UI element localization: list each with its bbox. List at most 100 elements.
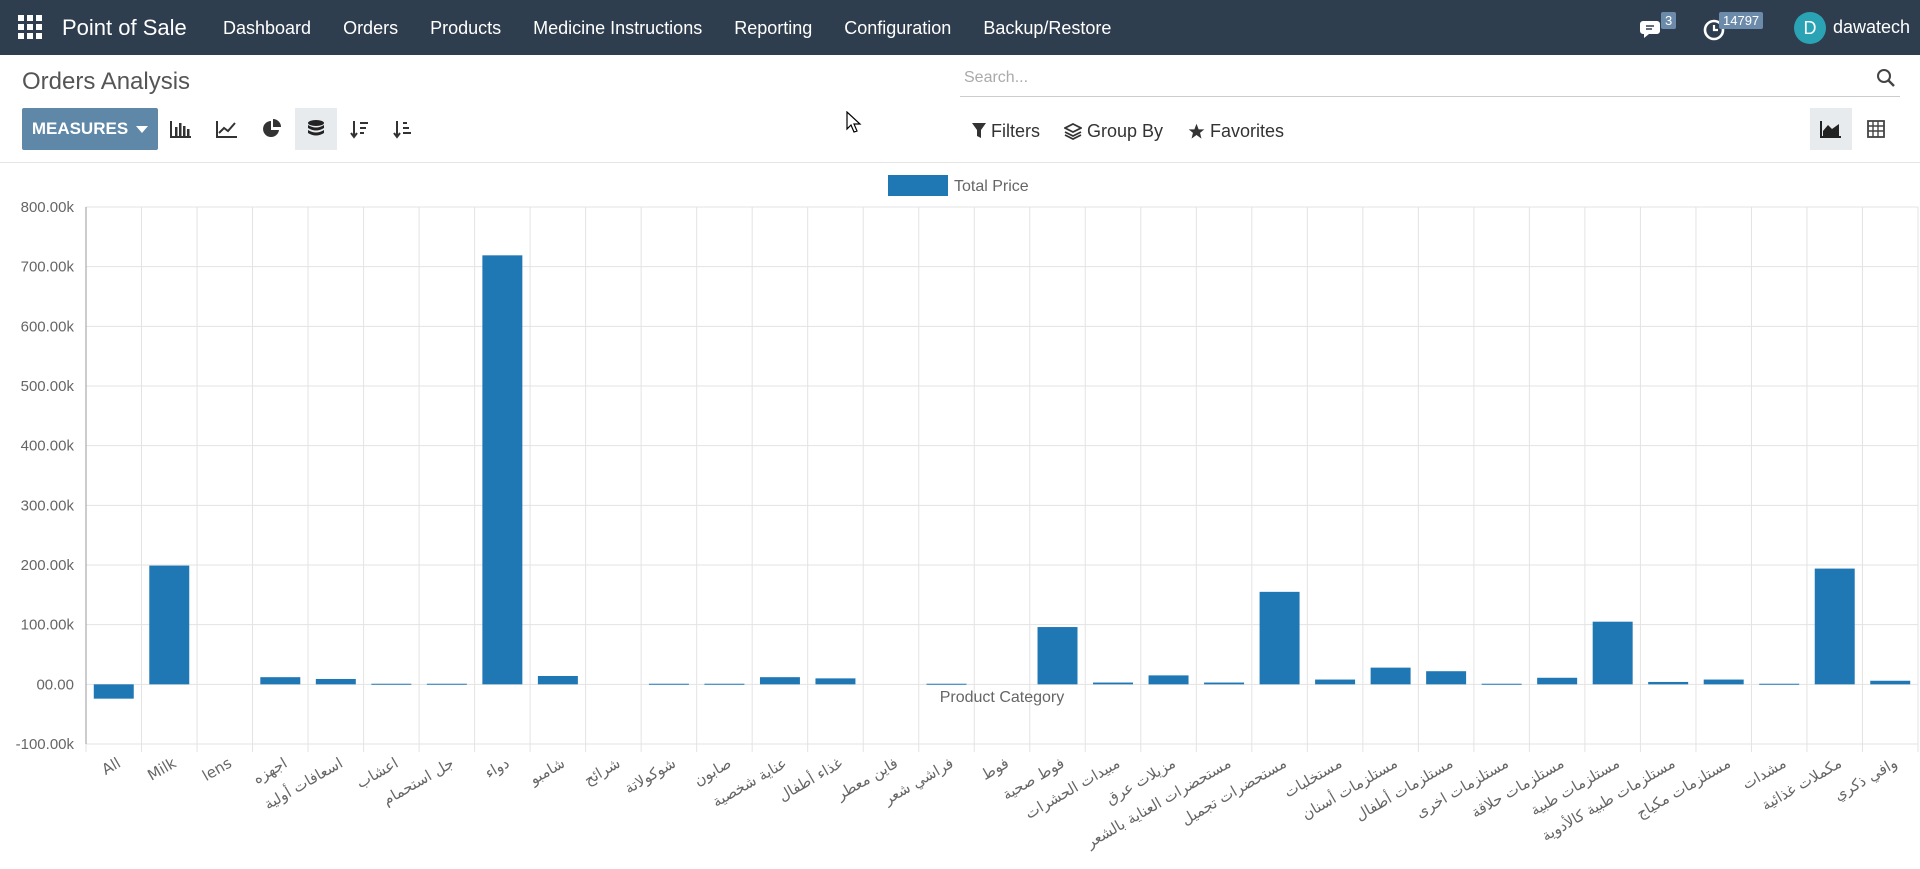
bar [1703,679,1744,685]
messages-button[interactable]: 3 [1640,12,1680,42]
y-tick-label: 500.00k [21,378,75,395]
ascending-sort-button[interactable] [381,108,423,150]
orders-analysis-chart: -100.00k 00.00 100.00k 200.00k 300.00k 400.00… [16,175,1919,852]
avatar[interactable]: D [1794,12,1826,44]
clock-icon [1703,19,1725,41]
sort-ascending-icon [393,121,411,139]
bar [1259,591,1300,685]
menu-backup-restore[interactable]: Backup/Restore [983,18,1112,38]
control-panel-divider [0,162,1920,163]
pie-chart-button[interactable] [251,108,293,150]
menu-medicine-instructions[interactable]: Medicine Instructions [533,18,703,38]
legend-swatch [888,175,948,196]
bar [1204,682,1245,685]
group-by-button[interactable]: Group By [1064,119,1163,143]
activities-count-badge: 14797 [1719,12,1764,29]
bar [1093,682,1134,685]
top-navbar: Point of Sale Dashboard Orders Products … [0,0,1920,55]
search-icon[interactable] [1876,68,1896,88]
x-tick-label: وافي ذكري [1831,754,1901,805]
bar [815,678,856,685]
line-chart-button[interactable] [206,108,248,150]
app-brand[interactable]: Point of Sale [62,15,187,40]
app-menu-grid-icon[interactable] [18,15,42,39]
bar [704,683,745,685]
x-tick-label: دواء [482,754,513,782]
bar [759,677,800,685]
bar [1148,675,1189,685]
bar [260,677,301,685]
x-tick-label: شوكولاتة [621,754,678,798]
y-tick-label: 100.00k [21,617,75,634]
filters-label: Filters [991,120,1040,141]
pivot-view-button[interactable] [1855,108,1897,150]
menu-products[interactable]: Products [430,18,502,38]
y-tick-label: -100.00k [16,736,75,753]
x-tick-label: اجهزه [250,754,291,788]
area-chart-icon [1820,121,1841,138]
x-tick-label: مستلزمات اخرى [1412,754,1511,822]
search-input[interactable] [960,62,1848,94]
x-axis-label: Product Category [940,689,1065,706]
bar [1426,671,1467,685]
page-title: Orders Analysis [22,68,191,95]
x-tick-label: All [99,754,124,779]
group-by-label: Group By [1087,120,1164,141]
bar [648,683,689,685]
x-tick-label: مبيدات الحشرات [1022,754,1123,823]
x-tick-label: غذاء أطفال [775,753,846,805]
database-stack-icon [308,120,324,136]
menu-reporting[interactable]: Reporting [734,18,813,38]
x-tick-label: مستلزمات مكياج [1633,754,1734,823]
x-tick-label: lens [199,754,235,785]
y-tick-label: 200.00k [21,557,75,574]
legend-label: Total Price [954,178,1029,195]
bar [482,255,523,685]
table-icon [1867,120,1885,138]
star-icon [1188,123,1205,139]
y-tick-label: 400.00k [21,438,75,455]
menu-dashboard[interactable]: Dashboard [223,18,312,38]
y-tick-label: 00.00 [36,676,74,693]
bar [1481,683,1522,685]
x-tick-label: شرائح [581,754,624,789]
x-tick-label: مستلزمات أسنان [1298,753,1401,823]
x-tick-label: فوط [978,754,1012,784]
bar [149,565,190,685]
stacked-toggle-button[interactable] [295,108,337,150]
activities-button[interactable]: 14797 [1703,12,1773,42]
main-menu: Dashboard Orders Products Medicine Instr… [207,0,1127,55]
bar [426,683,467,685]
y-tick-label: 300.00k [21,497,75,514]
bar [371,683,412,685]
bar [1814,568,1855,685]
bar-chart-button[interactable] [160,108,202,150]
messages-count-badge: 3 [1661,12,1677,29]
y-tick-label: 600.00k [21,318,75,335]
caret-down-icon [136,125,149,133]
line-chart-icon [216,121,237,138]
favorites-button[interactable]: Favorites [1188,119,1284,143]
x-tick-label: مستلزمات حلاقة [1468,754,1567,822]
bar [1870,680,1911,685]
bar [1315,679,1356,685]
bar [926,683,967,685]
bar [537,675,578,685]
filter-icon [972,123,986,138]
y-tick-label: 700.00k [21,259,75,276]
bar [1592,621,1633,685]
menu-orders[interactable]: Orders [343,18,399,38]
measures-dropdown-button[interactable]: MEASURES [22,108,158,150]
descending-sort-button[interactable] [338,108,380,150]
y-tick-label: 800.00k [21,199,75,216]
bar [93,684,134,699]
bar-chart-icon [170,121,191,138]
menu-configuration[interactable]: Configuration [844,18,952,38]
graph-view-button[interactable] [1810,108,1852,150]
measures-label: MEASURES [31,119,129,138]
filters-button[interactable]: Filters [972,119,1040,143]
user-menu[interactable]: dawatech [1833,17,1911,37]
bar [1370,667,1411,685]
bar [1759,683,1800,685]
mouse-pointer-icon [846,111,862,133]
